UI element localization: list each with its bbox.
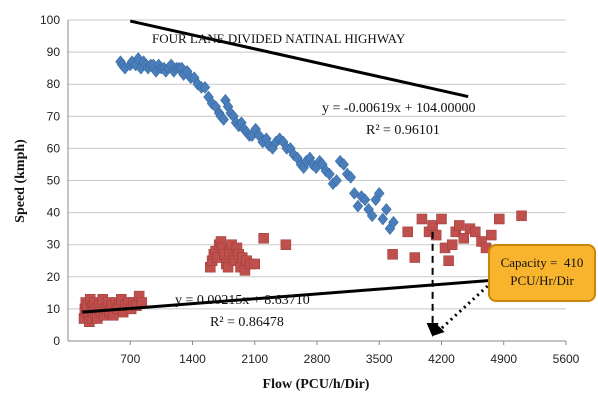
y-tick-label: 80 — [47, 77, 61, 91]
x-tick-label: 2100 — [241, 352, 268, 366]
x-tick-label: 2800 — [304, 352, 331, 366]
callout-pointer-arrowhead — [432, 324, 445, 336]
data-point-series-2 — [446, 239, 458, 250]
chart-title: FOUR LANE DIVIDED NATINAL HIGHWAY — [152, 31, 406, 46]
data-point-series-2 — [494, 213, 505, 225]
x-tick-label: 3500 — [366, 352, 393, 366]
data-point-series-2 — [222, 261, 234, 273]
capacity-value: 410 — [563, 255, 584, 270]
data-point-series-1 — [324, 167, 335, 181]
trendline-equation-rising: y = 0.00215x + 8.63710 — [175, 293, 310, 308]
x-tick-labels: 700 1400 2100 2800 3500 4200 4900 5600 — [120, 352, 579, 366]
trend-lines — [82, 19, 522, 314]
trendline-r2-speed: R² = 0.96101 — [366, 123, 440, 138]
data-point-series-2 — [430, 229, 442, 241]
data-points — [78, 52, 527, 327]
data-point-series-1 — [345, 170, 357, 184]
data-point-series-2 — [486, 229, 497, 241]
data-point-series-2 — [258, 233, 269, 244]
data-point-series-2 — [387, 249, 398, 260]
y-tick-label: 100 — [40, 13, 60, 27]
data-point-series-2 — [280, 239, 292, 250]
data-point-series-1 — [388, 215, 399, 229]
x-tick-label: 1400 — [179, 352, 206, 366]
data-point-series-1 — [377, 212, 389, 226]
data-point-series-2 — [458, 233, 469, 244]
y-tick-label: 70 — [47, 109, 61, 123]
data-point-series-2 — [427, 220, 438, 231]
capacity-callout: Capacity = 410 PCU/Hr/Dir — [488, 244, 596, 302]
x-tick-label: 4900 — [490, 352, 517, 366]
y-tick-label: 20 — [47, 270, 61, 284]
data-point-series-1 — [338, 158, 350, 171]
y-tick-label: 60 — [47, 141, 61, 155]
capacity-arrowhead — [426, 323, 439, 337]
data-point-series-2 — [516, 210, 527, 222]
y-tick-label: 40 — [47, 206, 61, 220]
trendline-equation-speed: y = -0.00619x + 104.00000 — [322, 101, 475, 116]
callout-pointer — [437, 280, 494, 333]
y-axis-title: Speed (kmph) — [13, 139, 28, 223]
x-tick-label: 700 — [120, 352, 140, 366]
data-point-series-2 — [470, 226, 481, 238]
trendline-1 — [129, 19, 469, 99]
data-point-series-2 — [409, 252, 421, 263]
data-point-series-1 — [218, 113, 229, 126]
gridlines — [68, 19, 566, 310]
data-point-series-2 — [402, 226, 413, 238]
data-point-series-1 — [373, 186, 385, 200]
data-point-series-2 — [416, 213, 428, 225]
y-tick-label: 10 — [47, 302, 61, 316]
axes — [67, 20, 567, 345]
data-point-series-1 — [366, 209, 378, 223]
y-tick-labels: 0 10 20 30 40 50 60 70 80 90 100 — [40, 13, 60, 348]
data-point-series-2 — [436, 213, 447, 225]
data-point-series-1 — [381, 202, 392, 216]
y-tick-label: 30 — [47, 238, 61, 252]
trendline-2 — [82, 276, 522, 314]
data-point-series-1 — [331, 174, 342, 187]
data-point-series-2 — [249, 258, 260, 270]
x-axis-title: Flow (PCU/h/Dir) — [263, 377, 370, 392]
capacity-annotation-lines — [426, 231, 494, 337]
x-tick-label: 5600 — [553, 352, 580, 366]
x-tick-label: 4200 — [428, 352, 455, 366]
y-tick-label: 90 — [47, 45, 61, 59]
capacity-label: Capacity = — [500, 255, 558, 270]
trendline-r2-rising: R² = 0.86478 — [210, 315, 284, 330]
data-point-series-2 — [454, 220, 465, 231]
data-point-series-1 — [359, 193, 371, 207]
y-tick-label: 0 — [53, 334, 60, 348]
data-point-series-1 — [199, 81, 211, 94]
y-tick-label: 50 — [47, 174, 61, 188]
data-point-series-1 — [352, 199, 364, 213]
data-point-series-2 — [443, 255, 454, 266]
capacity-unit: PCU/Hr/Dir — [510, 273, 574, 288]
